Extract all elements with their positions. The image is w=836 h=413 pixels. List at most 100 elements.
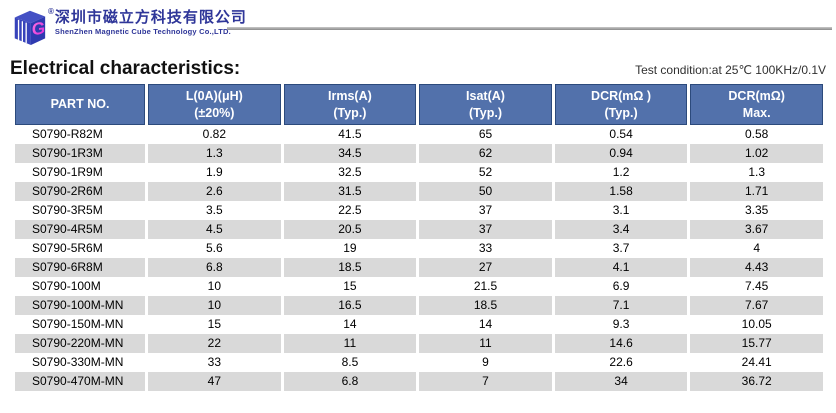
- part-no-cell: S0790-4R5M: [15, 220, 146, 239]
- table-row: S0790-R82M 0.82 41.5 65 0.54 0.58: [15, 125, 823, 144]
- part-no-cell: S0790-2R6M: [15, 182, 146, 201]
- value-cell: 52: [478, 165, 493, 179]
- part-no-cell: S0790-R82M: [32, 127, 103, 141]
- column-header-part-no: PART NO.: [15, 84, 146, 125]
- value-cell: 22.5: [338, 203, 362, 217]
- value-cell: 14: [343, 317, 357, 331]
- value-cell: 6.8: [148, 258, 281, 277]
- value-cell: 3.5: [205, 203, 223, 217]
- value-cell: 65: [478, 127, 493, 141]
- value-cell: 7.67: [690, 296, 823, 315]
- value-cell: 1.9: [205, 165, 223, 179]
- value-cell: 1.2: [612, 165, 630, 179]
- value-cell: 22.6: [609, 355, 633, 369]
- part-no-cell: S0790-100M-MN: [15, 296, 146, 315]
- value-cell: 2.6: [148, 182, 281, 201]
- table-row: S0790-1R3M 1.3 34.5 62 0.94 1.02: [15, 144, 823, 163]
- value-cell: 62: [419, 144, 552, 163]
- value-cell: 33: [207, 355, 222, 369]
- column-header-inductance: L(0A)(μH) (±20%): [148, 84, 281, 125]
- company-logo: G ® 深圳市磁立方科技有限公司 ShenZhen Magnetic Cube …: [10, 7, 247, 45]
- brand-header: G ® 深圳市磁立方科技有限公司 ShenZhen Magnetic Cube …: [0, 0, 836, 54]
- part-no-cell: S0790-100M: [32, 279, 101, 293]
- value-cell: 37: [419, 220, 552, 239]
- value-cell: 10.05: [741, 317, 772, 331]
- table-row: S0790-1R9M 1.9 32.5 52 1.2 1.3: [15, 163, 823, 182]
- value-cell: 36.72: [690, 372, 823, 391]
- value-cell: 6.8: [283, 372, 417, 391]
- value-cell: 14: [478, 317, 493, 331]
- value-cell: 0.58: [745, 127, 769, 141]
- value-cell: 5.6: [205, 241, 223, 255]
- table-row: S0790-220M-MN 22 11 11 14.6 15.77: [15, 334, 823, 353]
- value-cell: 3.67: [690, 220, 823, 239]
- table-row: S0790-5R6M 5.6 19 33 3.7 4: [15, 239, 823, 258]
- table-row: S0790-2R6M 2.6 31.5 50 1.58 1.71: [15, 182, 823, 201]
- test-condition-note: Test condition:at 25℃ 100KHz/0.1V: [635, 63, 826, 77]
- value-cell: 4: [753, 241, 761, 255]
- part-no-cell: S0790-330M-MN: [32, 355, 124, 369]
- part-no-cell: S0790-1R3M: [15, 144, 146, 163]
- value-cell: 10: [207, 279, 222, 293]
- part-no-cell: S0790-1R9M: [32, 165, 103, 179]
- value-cell: 37: [478, 203, 493, 217]
- table-header-row: PART NO. L(0A)(μH) (±20%) Irms(A) (Typ.)…: [15, 84, 823, 125]
- value-cell: 6.9: [612, 279, 630, 293]
- value-cell: 0.94: [554, 144, 688, 163]
- part-no-cell: S0790-470M-MN: [15, 372, 146, 391]
- part-no-cell: S0790-150M-MN: [32, 317, 124, 331]
- value-cell: 41.5: [338, 127, 362, 141]
- company-name-cn: 深圳市磁立方科技有限公司: [54, 9, 247, 26]
- value-cell: 7: [419, 372, 552, 391]
- part-no-cell: S0790-6R8M: [15, 258, 146, 277]
- header-divider-line: [227, 27, 832, 30]
- value-cell: 9: [482, 355, 489, 369]
- value-cell: 50: [419, 182, 552, 201]
- value-cell: 15: [207, 317, 222, 331]
- value-cell: 7.45: [745, 279, 769, 293]
- table-row: S0790-100M 10 15 21.5 6.9 7.45: [15, 277, 823, 296]
- value-cell: 3.1: [612, 203, 630, 217]
- column-header-dcr-typ: DCR(mΩ ) (Typ.): [554, 84, 688, 125]
- column-header-irms: Irms(A) (Typ.): [283, 84, 417, 125]
- table-row: S0790-4R5M 4.5 20.5 37 3.4 3.67: [15, 220, 823, 239]
- value-cell: 1.71: [690, 182, 823, 201]
- value-cell: 47: [148, 372, 281, 391]
- table-row: S0790-3R5M 3.5 22.5 37 3.1 3.35: [15, 201, 823, 220]
- value-cell: 3.35: [745, 203, 769, 217]
- part-no-cell: S0790-5R6M: [32, 241, 103, 255]
- value-cell: 4.43: [690, 258, 823, 277]
- value-cell: 3.4: [554, 220, 688, 239]
- value-cell: 0.82: [202, 127, 227, 141]
- column-header-dcr-max: DCR(mΩ) Max.: [690, 84, 823, 125]
- value-cell: 33: [478, 241, 493, 255]
- table-row: S0790-100M-MN 10 16.5 18.5 7.1 7.67: [15, 296, 823, 315]
- value-cell: 11: [283, 334, 417, 353]
- value-cell: 32.5: [338, 165, 362, 179]
- value-cell: 11: [419, 334, 552, 353]
- value-cell: 3.7: [612, 241, 630, 255]
- value-cell: 10: [148, 296, 281, 315]
- svg-text:G: G: [32, 17, 45, 39]
- value-cell: 27: [419, 258, 552, 277]
- table-row: S0790-330M-MN 33 8.5 9 22.6 24.41: [15, 353, 823, 372]
- registered-trademark-symbol: ®: [48, 7, 54, 16]
- table-row: S0790-6R8M 6.8 18.5 27 4.1 4.43: [15, 258, 823, 277]
- value-cell: 7.1: [554, 296, 688, 315]
- value-cell: 1.02: [690, 144, 823, 163]
- table-row: S0790-470M-MN 47 6.8 7 34 36.72: [15, 372, 823, 391]
- table-row: S0790-150M-MN 15 14 14 9.3 10.05: [15, 315, 823, 334]
- value-cell: 4.1: [554, 258, 688, 277]
- part-no-cell: S0790-3R5M: [32, 203, 103, 217]
- value-cell: 14.6: [554, 334, 688, 353]
- value-cell: 1.3: [748, 165, 766, 179]
- value-cell: 34: [554, 372, 688, 391]
- table-body: S0790-R82M 0.82 41.5 65 0.54 0.58 S0790-1R3M 1.…: [15, 125, 823, 391]
- magnetic-cube-logo-icon: G: [14, 10, 46, 45]
- value-cell: 15.77: [690, 334, 823, 353]
- value-cell: 16.5: [283, 296, 417, 315]
- value-cell: 1.3: [148, 144, 281, 163]
- value-cell: 18.5: [283, 258, 417, 277]
- value-cell: 22: [148, 334, 281, 353]
- value-cell: 19: [343, 241, 357, 255]
